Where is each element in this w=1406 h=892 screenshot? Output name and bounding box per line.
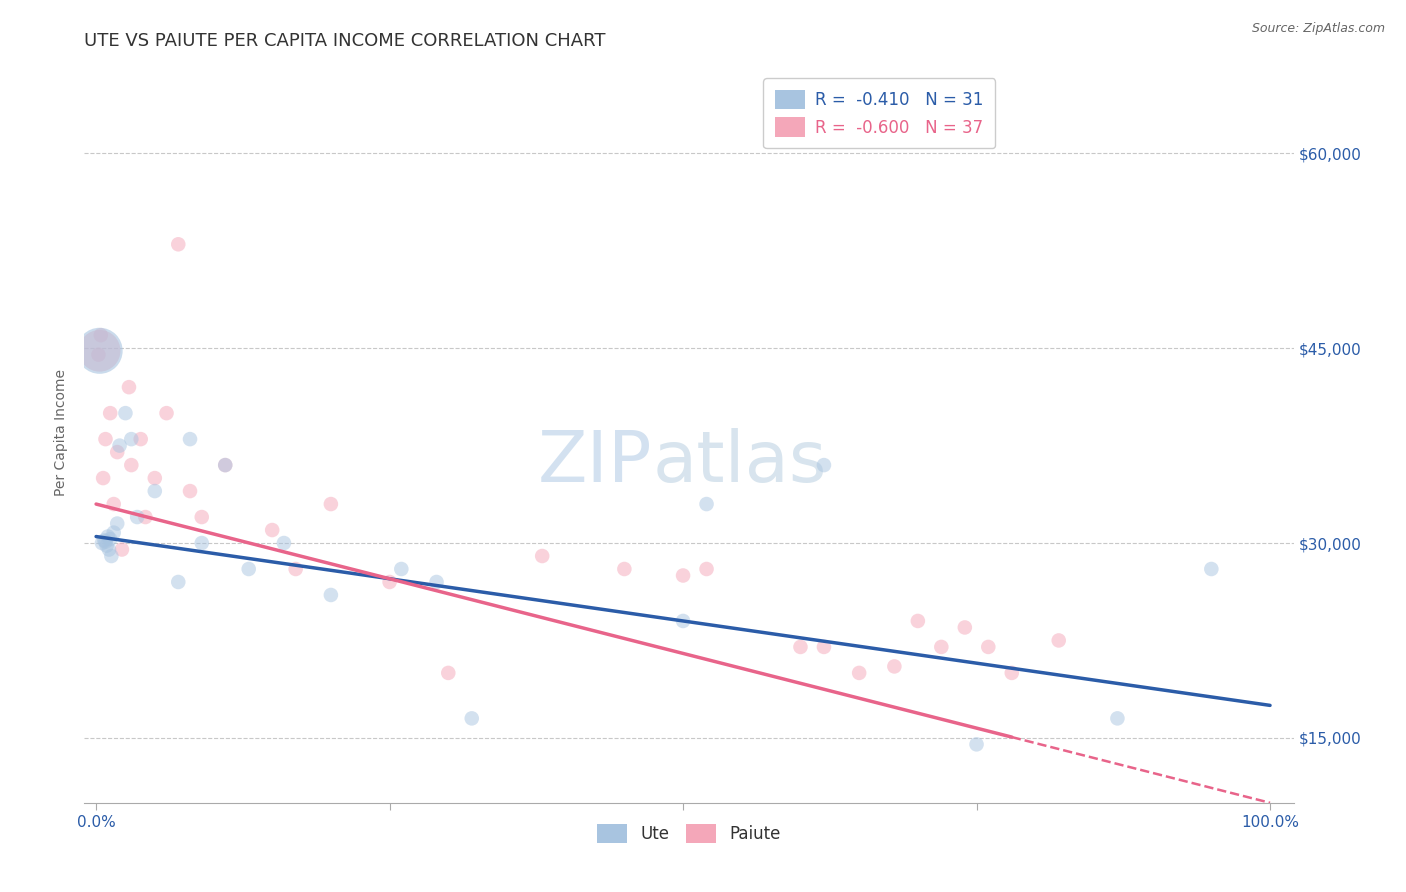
Point [94,534,117,549]
Point [96,539,118,553]
Point [1107,711,1129,725]
Y-axis label: Per Capita Income: Per Capita Income [55,369,69,496]
Point [143,484,166,499]
Point [319,588,342,602]
Point [105,516,128,531]
Point [1201,562,1223,576]
Point [91,471,114,485]
Point [100,549,122,563]
Text: ZIP: ZIP [538,428,652,497]
Point [437,665,460,680]
Point [907,614,929,628]
Point [91,536,114,550]
Text: atlas: atlas [652,428,827,497]
Point [129,432,152,446]
Point [89,343,111,358]
Point [143,471,166,485]
Point [105,445,128,459]
Legend: Ute, Paiute: Ute, Paiute [591,817,787,850]
Point [103,497,125,511]
Point [127,510,149,524]
Point [672,614,695,628]
Point [93,533,115,548]
Point [389,562,412,576]
Point [190,510,212,524]
Text: UTE VS PAIUTE PER CAPITA INCOME CORRELATION CHART: UTE VS PAIUTE PER CAPITA INCOME CORRELAT… [84,32,606,50]
Point [319,497,342,511]
Point [214,458,236,472]
Point [167,574,190,589]
Point [98,532,121,546]
Point [262,523,284,537]
Point [103,525,125,540]
Point [179,484,201,499]
Point [167,237,190,252]
Point [118,380,141,394]
Point [425,574,447,589]
Point [789,640,811,654]
Point [94,432,117,446]
Point [120,432,142,446]
Point [97,529,120,543]
Point [98,542,121,557]
Point [378,574,401,589]
Point [179,432,201,446]
Point [953,620,976,634]
Point [931,640,953,654]
Point [966,737,988,751]
Point [1001,665,1024,680]
Point [190,536,212,550]
Point [114,406,136,420]
Point [531,549,554,563]
Point [120,458,142,472]
Point [696,562,718,576]
Point [696,497,718,511]
Point [108,439,131,453]
Point [613,562,636,576]
Point [273,536,295,550]
Point [89,343,111,358]
Point [284,562,307,576]
Point [155,406,177,420]
Point [977,640,1000,654]
Point [461,711,484,725]
Point [111,542,134,557]
Point [848,665,870,680]
Text: Source: ZipAtlas.com: Source: ZipAtlas.com [1251,22,1385,36]
Point [813,640,835,654]
Point [672,568,695,582]
Point [214,458,236,472]
Point [1047,633,1070,648]
Point [98,406,121,420]
Point [238,562,260,576]
Point [813,458,835,472]
Point [883,659,905,673]
Point [87,348,110,362]
Point [134,510,156,524]
Point [90,328,112,343]
